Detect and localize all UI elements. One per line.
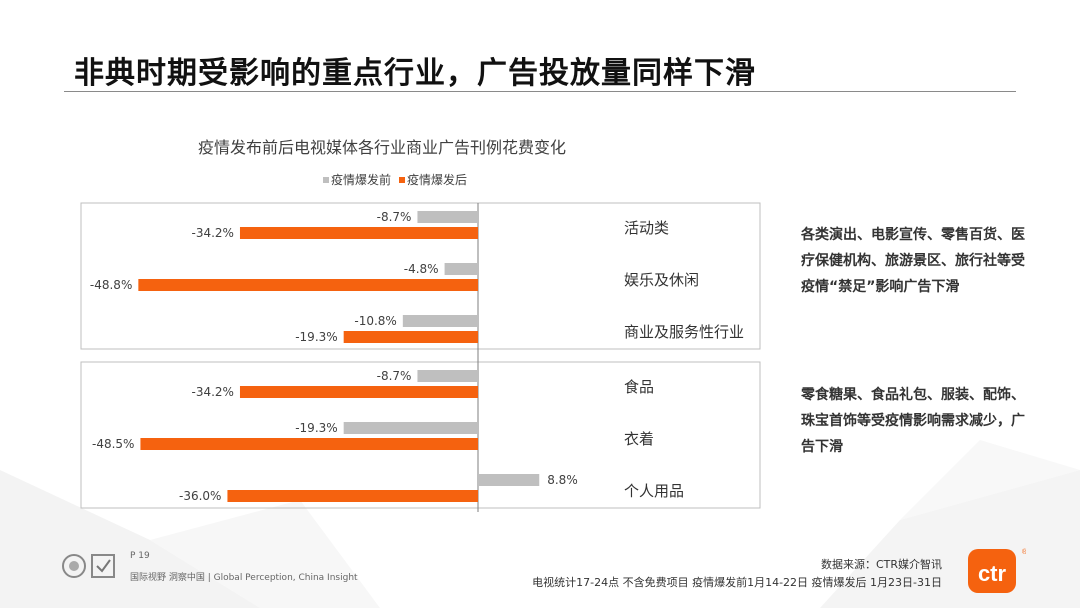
data-label: -10.8% (354, 314, 396, 328)
data-label: -34.2% (192, 385, 234, 399)
legend-item-after: 疫情爆发后 (399, 171, 467, 188)
chart-title: 疫情发布前后电视媒体各行业商业广告刊例花费变化 (198, 138, 567, 157)
category-label: 活动类 (624, 219, 669, 237)
bar-after (239, 386, 478, 398)
group-panel (80, 202, 761, 350)
certification-logos-icon (62, 554, 115, 578)
bar-before (343, 422, 478, 434)
data-label: -4.8% (404, 262, 439, 276)
legend-label-before: 疫情爆发前 (331, 173, 392, 187)
legend-swatch-before (323, 176, 329, 183)
data-label: -19.3% (295, 421, 337, 435)
svg-text:ctr: ctr (978, 561, 1007, 586)
footer-tagline: 国际视野 洞察中国 | Global Perception, China Ins… (130, 573, 358, 583)
note-entertainment: 各类演出、电影宣传、零售百货、医疗保健机构、旅游景区、旅行社等受疫情“禁足”影响… (801, 227, 1025, 295)
data-label: -36.0% (179, 489, 221, 503)
bar-before (402, 315, 478, 327)
data-label: -8.7% (377, 210, 412, 224)
category-label: 食品 (624, 378, 654, 396)
group-panel (80, 361, 761, 509)
category-label: 商业及服务性行业 (624, 323, 744, 341)
bar-after (239, 227, 478, 239)
category-label: 娱乐及休闲 (624, 271, 699, 289)
page-number: P 19 (130, 551, 150, 561)
bar-before (478, 474, 540, 486)
chart-legend: 疫情爆发前 疫情爆发后 (323, 171, 467, 188)
data-label: -48.5% (92, 437, 134, 451)
bar-before (417, 211, 478, 223)
legend-label-after: 疫情爆发后 (407, 173, 468, 187)
category-label: 个人用品 (624, 482, 684, 500)
bar-after (140, 438, 478, 450)
category-label: 衣着 (624, 430, 654, 448)
bar-before (444, 263, 478, 275)
data-label: -8.7% (377, 369, 412, 383)
svg-text:®: ® (1022, 548, 1026, 556)
title-divider (64, 91, 1016, 92)
bar-before (417, 370, 478, 382)
bar-after (138, 279, 479, 291)
ctr-logo: ctr ® (968, 548, 1026, 593)
bar-after (343, 331, 478, 343)
legend-item-before: 疫情爆发前 (323, 171, 391, 188)
data-label: -48.8% (90, 278, 132, 292)
data-source: 数据来源：CTR媒介智讯 (820, 558, 942, 571)
data-label: 8.8% (547, 473, 578, 487)
footer-left: P 19 国际视野 洞察中国 | Global Perception, Chin… (60, 551, 390, 591)
bar-after (227, 490, 478, 502)
data-label: -34.2% (192, 226, 234, 240)
legend-swatch-after (399, 176, 406, 183)
note-consumer: 零食糖果、食品礼包、服装、配饰、珠宝首饰等受疫情影响需求减少，广告下滑 (801, 387, 1025, 455)
page-title: 非典时期受影响的重点行业，广告投放量同样下滑 (74, 56, 756, 91)
data-label: -19.3% (295, 330, 337, 344)
data-source-detail: 电视统计17-24点 不含免费项目 疫情爆发前1月14-22日 疫情爆发后 1月… (532, 576, 942, 589)
